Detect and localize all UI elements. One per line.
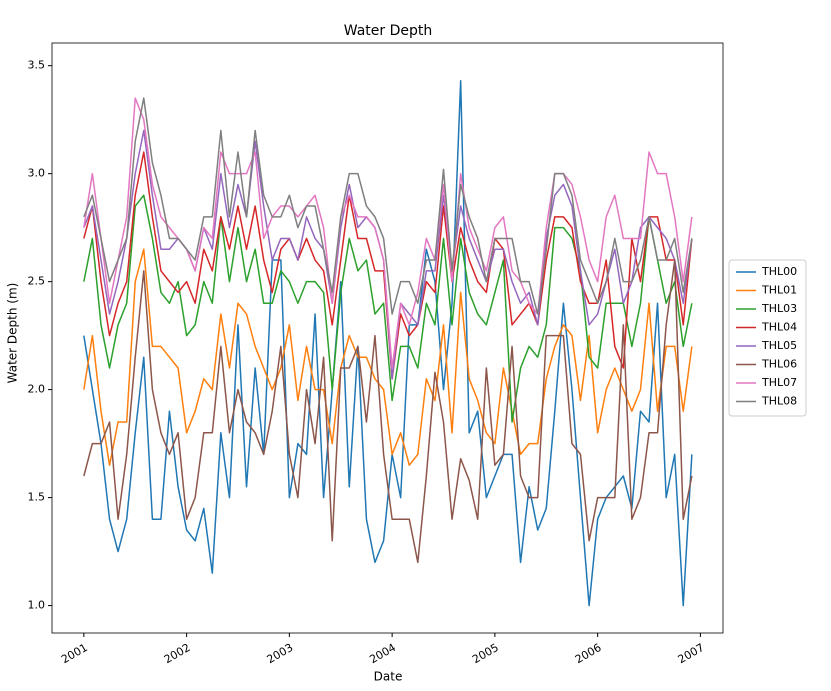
series-line <box>83 194 693 423</box>
series-line <box>83 80 693 607</box>
legend-label: THL06 <box>761 358 797 371</box>
y-tick-label: 1.0 <box>28 599 46 612</box>
legend-label: THL01 <box>761 284 797 297</box>
y-tick-label: 2.5 <box>28 275 46 288</box>
legend-box <box>728 259 807 417</box>
legend-label: THL04 <box>761 321 797 334</box>
y-tick-label: 1.5 <box>28 491 46 504</box>
series-line <box>83 97 693 315</box>
legend-label: THL03 <box>761 302 797 315</box>
legend-label: THL07 <box>761 376 797 389</box>
y-axis-label: Water Depth (m) <box>6 283 20 384</box>
y-tick-label: 3.0 <box>28 167 46 180</box>
y-tick-label: 2.0 <box>28 383 46 396</box>
x-axis-label: Date <box>374 670 403 684</box>
chart-title: Water Depth <box>344 23 432 39</box>
plot-frame <box>51 42 724 634</box>
legend-label: THL00 <box>761 265 797 278</box>
series-line <box>83 248 693 466</box>
legend-label: THL05 <box>761 339 797 352</box>
legend: THL00 THL01 THL03 THL04 THL05 THL06 THL07 THL08 <box>728 259 807 417</box>
y-tick-label: 3.5 <box>28 59 46 72</box>
series-line <box>83 259 693 564</box>
legend-label: THL08 <box>761 395 797 408</box>
